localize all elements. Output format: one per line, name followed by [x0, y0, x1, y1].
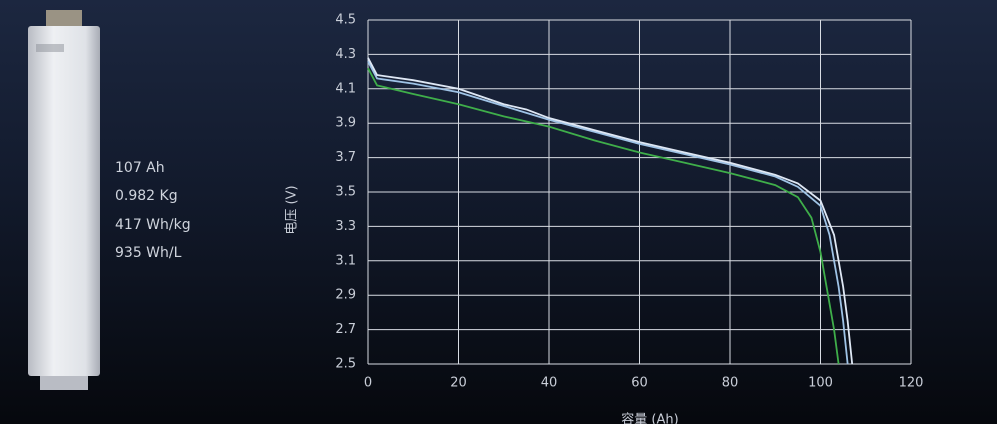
- spec-text: 935 Wh/L: [115, 245, 182, 261]
- y-tick-label: 3.9: [335, 116, 356, 131]
- x-tick-label: 120: [899, 376, 924, 391]
- spec-text: 0.982 Kg: [115, 188, 178, 204]
- y-tick-label: 3.7: [335, 150, 356, 165]
- x-axis-label: 容量 (Ah): [621, 412, 678, 424]
- x-tick-label: 60: [631, 376, 648, 391]
- spec-text: 417 Wh/kg: [115, 217, 191, 233]
- y-tick-label: 4.3: [335, 47, 356, 62]
- spec-text: 107 Ah: [115, 160, 165, 176]
- x-tick-label: 40: [541, 376, 558, 391]
- y-tick-label: 4.5: [335, 13, 356, 28]
- y-tick-label: 2.7: [335, 322, 356, 337]
- series-line: [367, 57, 854, 365]
- series-line: [367, 60, 849, 365]
- y-tick-label: 3.1: [335, 253, 356, 268]
- battery-image: [28, 10, 100, 390]
- y-tick-label: 2.5: [335, 357, 356, 372]
- x-tick-label: 80: [722, 376, 739, 391]
- x-tick-label: 100: [808, 376, 833, 391]
- y-tick-label: 2.9: [335, 288, 356, 303]
- x-tick-label: 20: [450, 376, 467, 391]
- y-tick-label: 3.3: [335, 219, 356, 234]
- y-axis-label: 电压 (V): [285, 185, 300, 234]
- y-tick-label: 3.5: [335, 185, 356, 200]
- x-tick-label: 0: [364, 376, 372, 391]
- series-line: [367, 67, 840, 365]
- y-tick-label: 4.1: [335, 81, 356, 96]
